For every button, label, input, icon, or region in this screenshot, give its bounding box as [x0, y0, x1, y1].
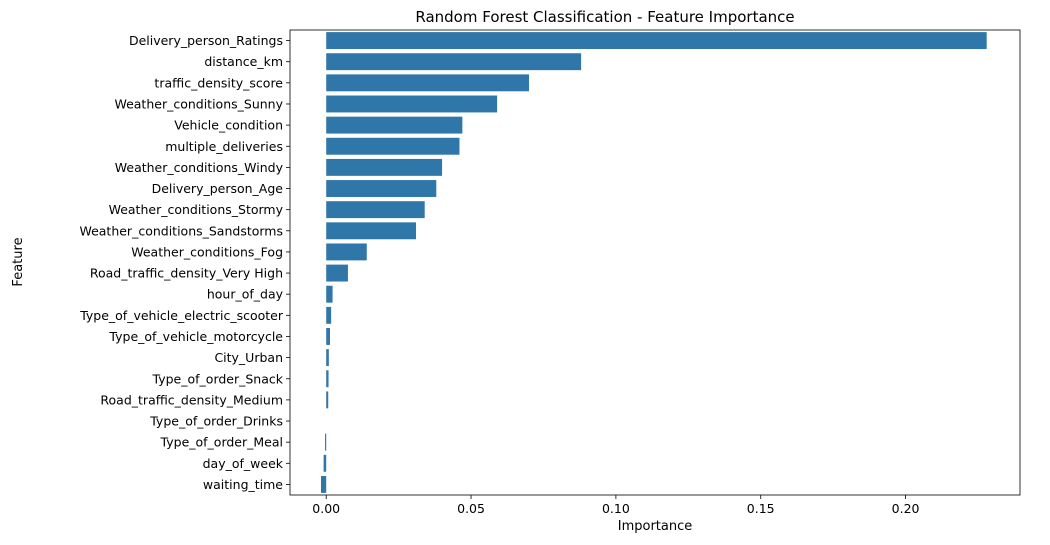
y-tick-label: Type_of_vehicle_motorcycle: [108, 329, 283, 344]
y-tick-label: Type_of_order_Meal: [160, 435, 283, 450]
y-tick-label: day_of_week: [203, 456, 284, 471]
bar: [326, 243, 367, 261]
y-axis-label: Feature: [11, 237, 26, 286]
y-tick-label: Type_of_order_Drinks: [149, 414, 283, 429]
bar: [325, 433, 327, 451]
bar: [326, 158, 443, 176]
y-tick-label: Road_traffic_density_Medium: [100, 392, 283, 407]
x-tick-label: 0.05: [457, 501, 485, 516]
bar: [326, 285, 333, 303]
bar: [326, 264, 348, 282]
bar: [326, 95, 498, 113]
y-tick-label: multiple_deliveries: [165, 139, 283, 154]
bars-group: [320, 32, 987, 493]
x-axis: 0.00 0.05 0.10 0.15 0.20: [312, 495, 920, 516]
y-tick-label: Weather_conditions_Windy: [115, 160, 284, 175]
x-tick-label: 0.10: [602, 501, 630, 516]
y-tick-label: distance_km: [204, 54, 283, 69]
bar: [326, 370, 329, 388]
x-axis-label: Importance: [618, 519, 693, 534]
x-tick-label: 0.00: [312, 501, 340, 516]
y-axis: Delivery_person_Ratings distance_kmtraffi…: [79, 33, 290, 492]
bar: [326, 222, 417, 240]
bar: [326, 116, 463, 134]
bar: [326, 53, 582, 71]
bar: [326, 32, 987, 50]
y-tick-label: Weather_conditions_Sandstorms: [79, 223, 283, 238]
bar: [326, 391, 329, 409]
y-tick-label: Delivery_person_Age: [152, 181, 284, 196]
y-tick-label: Vehicle_condition: [174, 118, 283, 133]
bar: [326, 306, 332, 324]
bar: [326, 328, 330, 345]
bar: [326, 201, 425, 219]
bar: [323, 454, 327, 472]
y-tick-label: waiting_time: [203, 477, 283, 492]
y-tick-label: City_Urban: [214, 350, 283, 365]
bar: [326, 74, 529, 92]
bar: [326, 349, 329, 367]
bar: [326, 180, 437, 197]
y-tick-label: Weather_conditions_Sunny: [114, 96, 283, 111]
bar: [320, 475, 327, 493]
chart-title: Random Forest Classification - Feature I…: [415, 8, 794, 26]
y-tick-label: Road_traffic_density_Very High: [90, 266, 283, 281]
y-tick-label: traffic_density_score: [154, 75, 283, 90]
bar: [326, 137, 460, 155]
plot-frame: [289, 29, 1021, 496]
x-tick-label: 0.20: [892, 501, 920, 516]
y-tick-label: Weather_conditions_Stormy: [109, 202, 284, 217]
y-tick-label: Type_of_order_Snack: [152, 371, 284, 386]
y-tick-label: Weather_conditions_Fog: [131, 244, 283, 259]
y-tick-label: hour_of_day: [207, 287, 284, 302]
y-tick-label: Type_of_vehicle_electric_scooter: [79, 308, 284, 323]
x-tick-label: 0.15: [747, 501, 775, 516]
y-tick-label: Delivery_person_Ratings: [129, 33, 283, 48]
